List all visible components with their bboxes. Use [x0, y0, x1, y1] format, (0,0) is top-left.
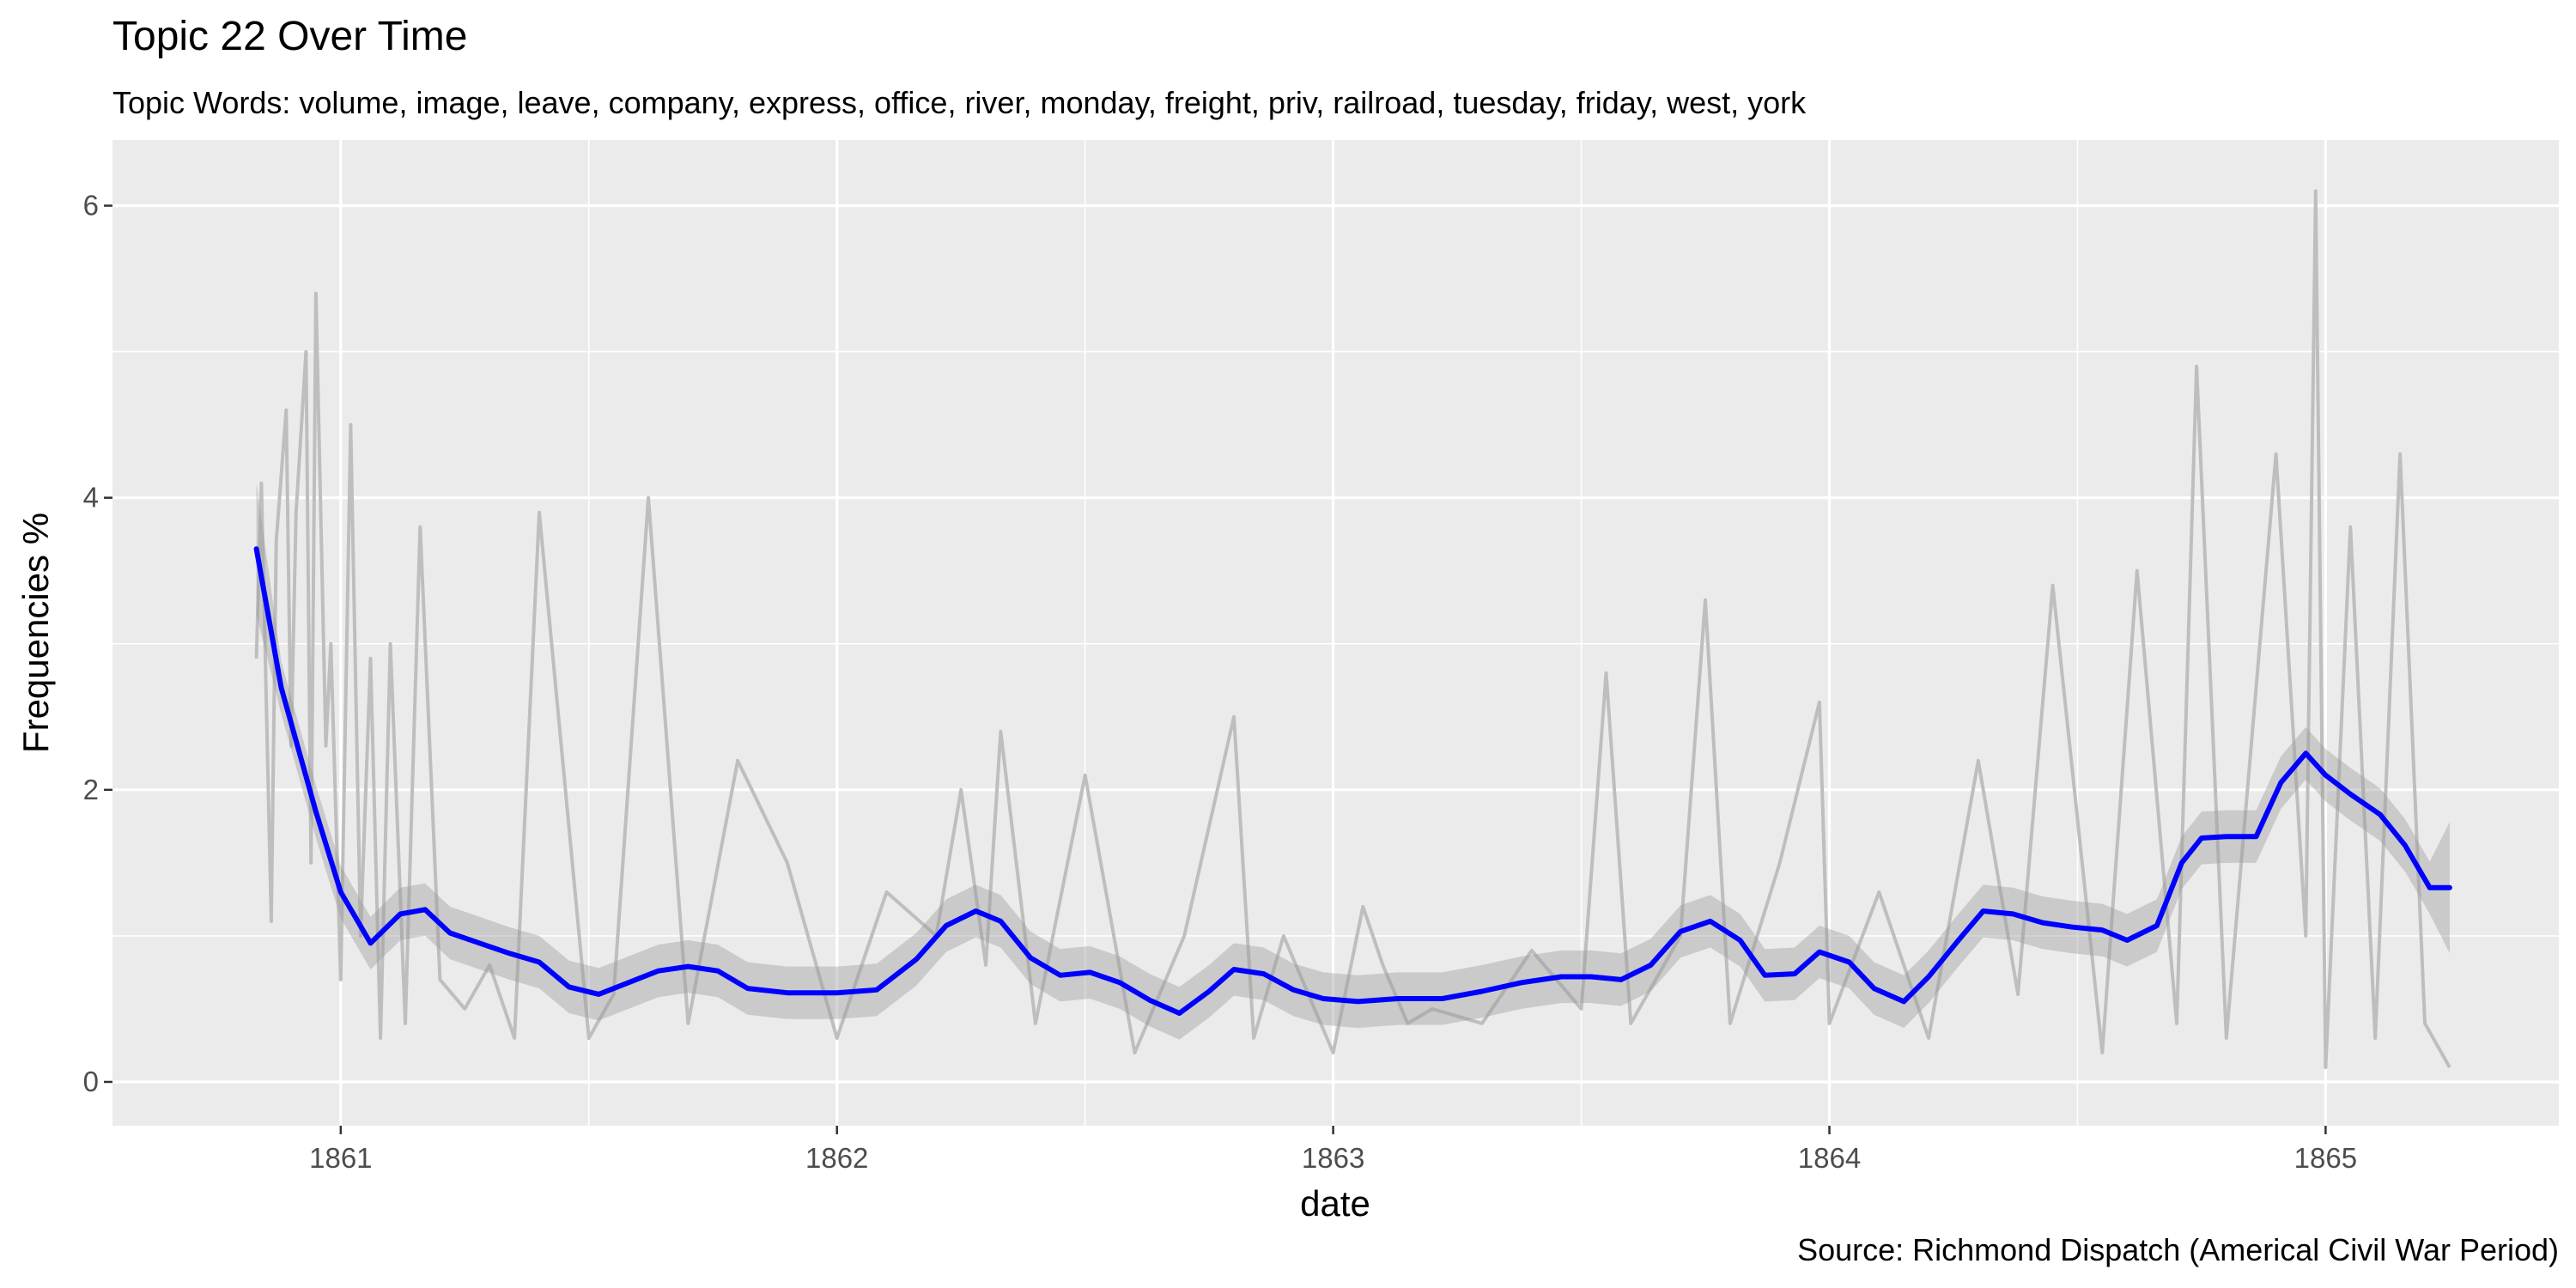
y-tick-label: 2 — [83, 774, 99, 805]
y-axis-title: Frequencies % — [15, 513, 56, 753]
x-tick-label: 1862 — [805, 1142, 868, 1174]
x-tick-label: 1864 — [1798, 1142, 1861, 1174]
x-tick-label: 1863 — [1302, 1142, 1364, 1174]
raw-series — [254, 189, 2451, 1069]
y-tick-label: 4 — [83, 482, 99, 513]
x-axis: 1861 1862 1863 1864 1865 — [309, 1126, 2357, 1174]
y-axis: 0 2 4 6 — [83, 190, 112, 1097]
chart-title: Topic 22 Over Time — [112, 14, 467, 59]
x-tick-label: 1861 — [309, 1142, 372, 1174]
x-axis-title: date — [1300, 1183, 1370, 1224]
smoothed-series — [253, 546, 2452, 1016]
grid-lines — [112, 140, 2559, 1126]
y-tick-label: 0 — [83, 1066, 99, 1097]
smoothed-frequency-line — [253, 546, 2452, 1016]
plot-panel — [112, 140, 2559, 1126]
y-tick-label: 6 — [83, 190, 99, 222]
x-tick-label: 1865 — [2294, 1142, 2357, 1174]
chart-caption: Source: Richmond Dispatch (Americal Civi… — [1797, 1232, 2559, 1267]
raw-frequency-line — [254, 189, 2451, 1069]
chart-subtitle: Topic Words: volume, image, leave, compa… — [112, 85, 1807, 120]
